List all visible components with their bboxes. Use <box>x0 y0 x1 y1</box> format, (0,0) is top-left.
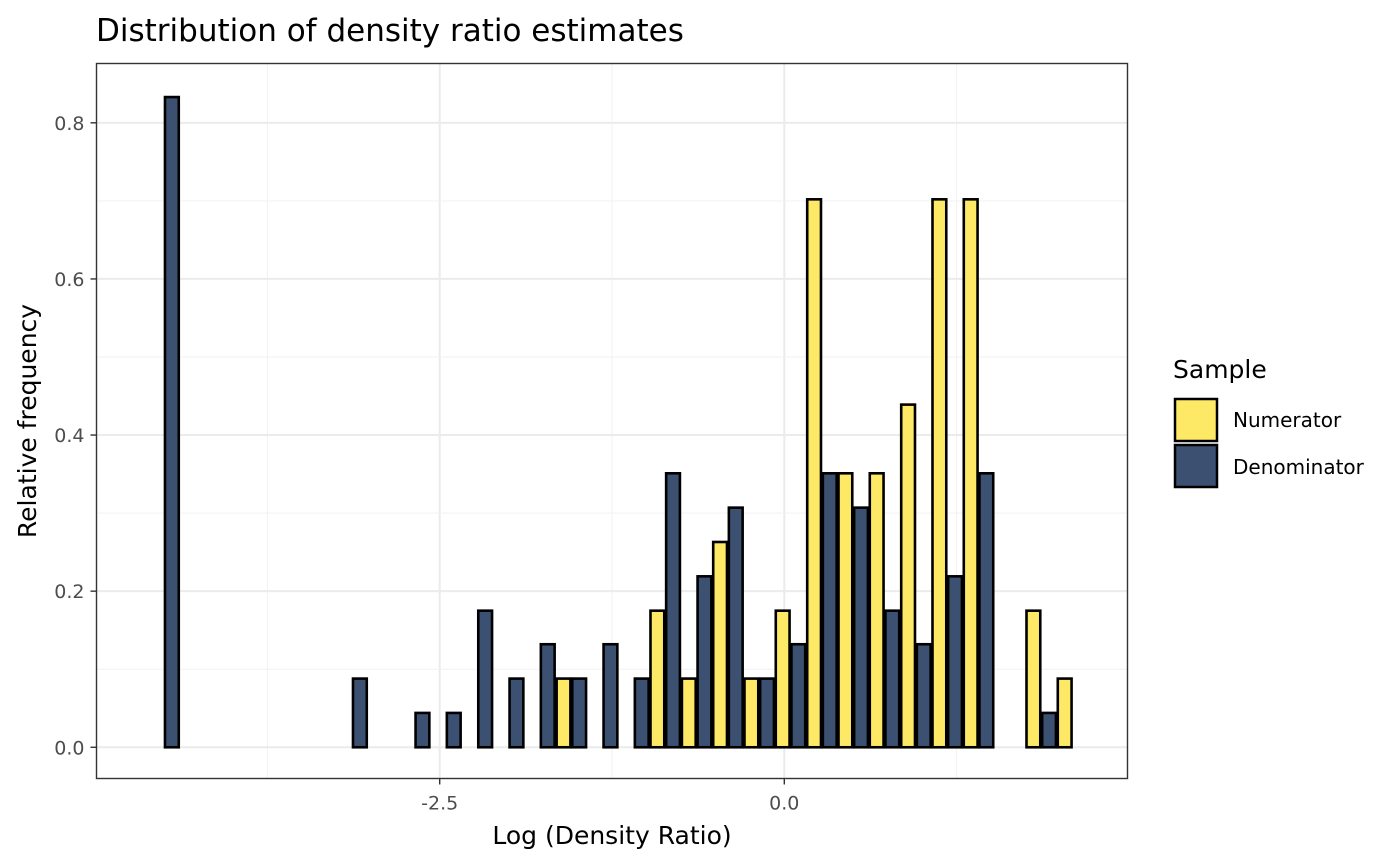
bar-denominator <box>915 642 932 749</box>
y-tick-label: 0.4 <box>54 425 84 447</box>
bar-denominator <box>1040 711 1058 749</box>
legend: Sample Numerator Denominator <box>1173 355 1365 489</box>
bar-denominator <box>696 575 713 749</box>
legend-key-denominator <box>1173 443 1219 489</box>
bar-denominator <box>821 471 838 749</box>
bar-numerator <box>1025 609 1042 749</box>
bar-denominator <box>539 642 556 749</box>
x-tick-label: -2.5 <box>421 793 458 815</box>
y-tick-label: 0.8 <box>54 113 84 135</box>
bar-denominator <box>351 677 369 749</box>
x-tick-label: 0.0 <box>769 793 799 815</box>
bar-denominator <box>790 642 807 749</box>
legend-label-denominator: Denominator <box>1233 455 1365 479</box>
bar-denominator <box>946 575 964 749</box>
y-tick-label: 0.2 <box>54 581 84 603</box>
bar-denominator <box>978 471 995 749</box>
bar-denominator <box>445 711 462 749</box>
y-tick-label: 0.0 <box>54 737 84 759</box>
bar-numerator <box>649 609 666 749</box>
bar-numerator <box>805 198 823 749</box>
plot-border <box>95 62 1129 780</box>
bar-denominator <box>602 642 619 749</box>
bar-numerator <box>899 403 917 749</box>
bar-numerator <box>1056 677 1073 749</box>
bar-denominator <box>727 506 744 749</box>
bar-numerator <box>743 677 760 749</box>
y-tick-label: 0.6 <box>54 269 84 291</box>
y-axis-title: Relative frequency <box>13 304 42 538</box>
bar-denominator <box>476 609 494 749</box>
bar-numerator <box>837 471 854 749</box>
bar-denominator <box>664 471 682 749</box>
bar-numerator <box>711 540 729 749</box>
bar-denominator <box>508 677 525 749</box>
bar-denominator <box>570 677 588 749</box>
bar-numerator <box>962 198 979 749</box>
bar-denominator <box>758 677 776 749</box>
bar-denominator <box>163 95 181 749</box>
legend-label-numerator: Numerator <box>1233 408 1342 432</box>
bars <box>163 95 1073 749</box>
bar-numerator <box>555 677 572 749</box>
legend-title: Sample <box>1173 355 1267 384</box>
x-axis-title: Log (Density Ratio) <box>492 821 731 850</box>
bar-denominator <box>633 677 650 749</box>
bar-denominator <box>884 609 901 749</box>
legend-key-numerator <box>1173 397 1219 443</box>
bar-numerator <box>931 198 948 749</box>
bar-denominator <box>414 711 431 749</box>
bar-numerator <box>774 609 791 749</box>
bar-denominator <box>852 506 870 749</box>
chart-title: Distribution of density ratio estimates <box>96 13 684 49</box>
grid <box>96 63 1128 779</box>
bar-numerator <box>680 677 697 749</box>
axes: -2.5 0.0 0.0 0.2 0.4 0.6 0.8 <box>54 113 799 815</box>
bar-numerator <box>868 471 885 749</box>
